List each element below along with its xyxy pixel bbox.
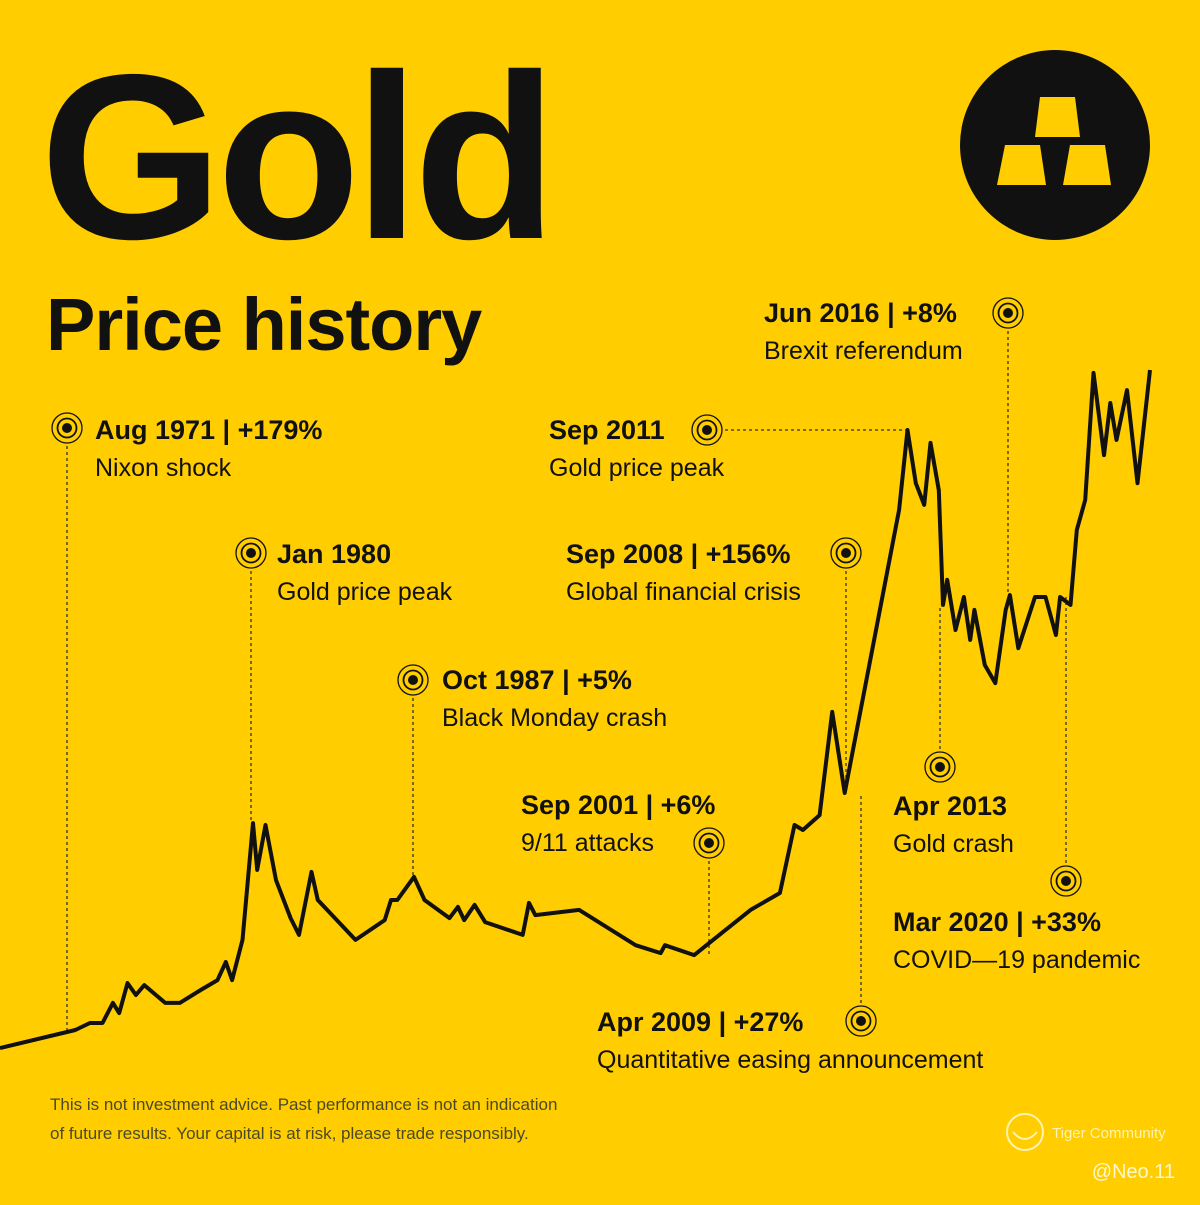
annotation-title: Sep 2008 | +156% (566, 539, 790, 569)
chart-title: Gold (40, 25, 551, 288)
annotation-title: Apr 2013 (893, 791, 1007, 821)
annotation: Sep 2001 | +6% 9/11 attacks (521, 790, 725, 956)
annotation: Aug 1971 | +179% Nixon shock (51, 412, 322, 1030)
marker-dot (702, 425, 712, 435)
annotation-text: Quantitative easing announcement (597, 1046, 983, 1074)
marker-ring (1055, 870, 1077, 892)
price-line (0, 369, 1152, 1051)
marker-ring (56, 417, 78, 439)
annotation-text: Gold price peak (549, 454, 725, 482)
annotation: Apr 2009 | +27% Quantitative easing annou… (597, 793, 983, 1074)
marker-dot (408, 675, 418, 685)
marker-dot (1003, 308, 1013, 318)
annotation-text: Black Monday crash (442, 704, 667, 732)
marker-ring (698, 832, 720, 854)
marker-dot (856, 1016, 866, 1026)
annotation-text: Brexit referendum (764, 337, 963, 365)
annotation-text: 9/11 attacks (521, 829, 654, 857)
annotation-text: Nixon shock (95, 454, 232, 482)
marker-ring (997, 302, 1019, 324)
marker-dot (246, 548, 256, 558)
annotation-title: Oct 1987 | +5% (442, 665, 632, 695)
marker-dot (62, 423, 72, 433)
annotation-title: Sep 2011 (549, 415, 665, 445)
marker-dot (935, 762, 945, 772)
annotation: Jan 1980 Gold price peak (235, 537, 453, 824)
annotation-title: Jun 2016 | +8% (764, 298, 957, 328)
annotation: Sep 2008 | +156% Global financial crisis (566, 537, 862, 794)
annotation-title: Sep 2001 | +6% (521, 790, 715, 820)
marker-dot (704, 838, 714, 848)
annotation: Apr 2013 Gold crash (893, 604, 1014, 858)
annotation: Sep 2011 Gold price peak (549, 414, 908, 482)
marker-ring (696, 419, 718, 441)
chart-subtitle: Price history (46, 283, 482, 366)
marker-ring (240, 542, 262, 564)
watermark: Tiger Community (1052, 1125, 1166, 1142)
annotation-title: Aug 1971 | +179% (95, 415, 322, 445)
annotation: Mar 2020 | +33% COVID—19 pandemic (893, 597, 1140, 974)
annotation-text: Gold crash (893, 830, 1014, 858)
marker-ring (929, 756, 951, 778)
annotation: Jun 2016 | +8% Brexit referendum (764, 297, 1024, 596)
gold-icon (960, 50, 1150, 240)
annotation: Oct 1987 | +5% Black Monday crash (397, 664, 667, 877)
marker-ring (850, 1010, 872, 1032)
marker-ring (835, 542, 857, 564)
disclaimer: of future results. Your capital is at ri… (50, 1124, 529, 1143)
credit: @Neo.11 (1092, 1161, 1175, 1183)
annotation-text: Gold price peak (277, 578, 453, 606)
marker-dot (841, 548, 851, 558)
annotation-text: Global financial crisis (566, 578, 801, 606)
annotation-title: Mar 2020 | +33% (893, 907, 1101, 937)
marker-dot (1061, 876, 1071, 886)
watermark-logo (1006, 1113, 1044, 1151)
annotation-title: Apr 2009 | +27% (597, 1007, 803, 1037)
marker-ring (402, 669, 424, 691)
annotation-text: COVID—19 pandemic (893, 946, 1140, 974)
disclaimer: This is not investment advice. Past perf… (50, 1095, 557, 1114)
annotation-title: Jan 1980 (277, 539, 391, 569)
